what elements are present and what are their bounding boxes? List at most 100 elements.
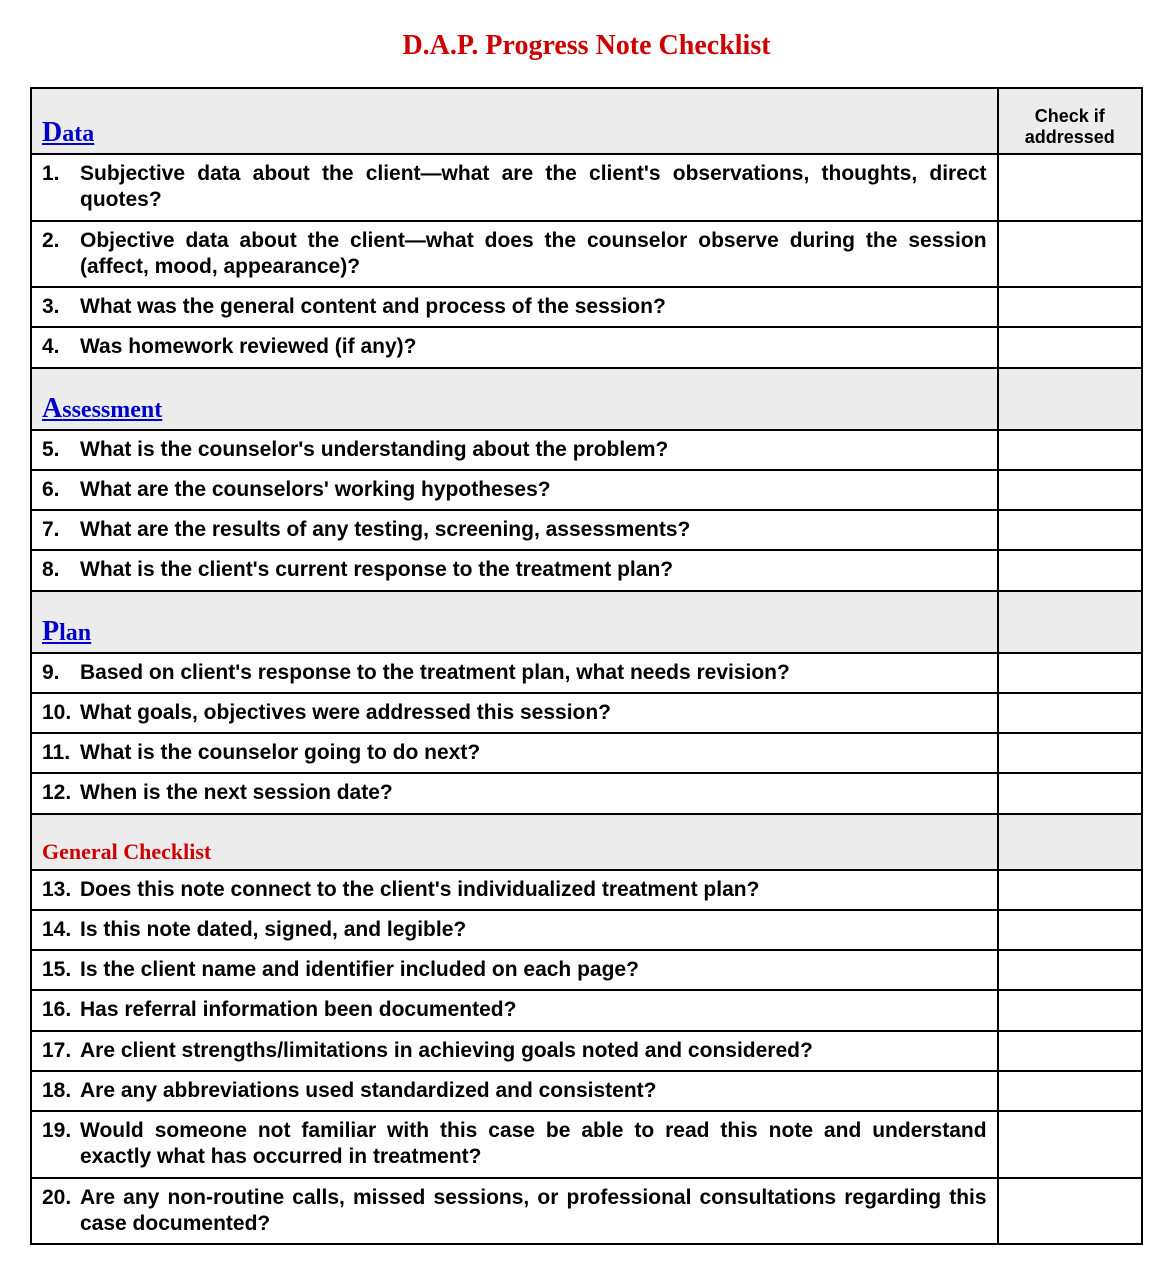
section-header-data: Data Check if addressed	[31, 88, 1142, 154]
check-header-cell: Check if addressed	[998, 88, 1142, 154]
checklist-row: 11.What is the counselor going to do nex…	[31, 733, 1142, 773]
item-text: What is the counselor's understanding ab…	[80, 437, 987, 463]
item-number: 10.	[42, 700, 80, 726]
check-cell[interactable]	[998, 910, 1142, 950]
item-number: 5.	[42, 437, 80, 463]
checklist-row: 13.Does this note connect to the client'…	[31, 870, 1142, 910]
item-cell: 6.What are the counselors' working hypot…	[31, 470, 998, 510]
check-cell[interactable]	[998, 1111, 1142, 1178]
item-cell: 19.Would someone not familiar with this …	[31, 1111, 998, 1178]
item-number: 6.	[42, 477, 80, 503]
check-cell[interactable]	[998, 470, 1142, 510]
check-cell[interactable]	[998, 430, 1142, 470]
item-cell: 10.What goals, objectives were addressed…	[31, 693, 998, 733]
item-text: Is the client name and identifier includ…	[80, 957, 987, 983]
check-cell[interactable]	[998, 950, 1142, 990]
item-number: 9.	[42, 660, 80, 686]
item-text: What is the client's current response to…	[80, 557, 987, 583]
check-cell[interactable]	[998, 1178, 1142, 1245]
check-cell[interactable]	[998, 653, 1142, 693]
item-cell: 18.Are any abbreviations used standardiz…	[31, 1071, 998, 1111]
item-cell: 7.What are the results of any testing, s…	[31, 510, 998, 550]
checklist-row: 19.Would someone not familiar with this …	[31, 1111, 1142, 1178]
section-label: Assessment	[42, 397, 162, 423]
section-label-cell: Plan	[31, 591, 998, 653]
check-cell[interactable]	[998, 221, 1142, 288]
item-text: Was homework reviewed (if any)?	[80, 334, 987, 360]
item-cell: 13.Does this note connect to the client'…	[31, 870, 998, 910]
checklist-row: 14.Is this note dated, signed, and legib…	[31, 910, 1142, 950]
check-cell[interactable]	[998, 693, 1142, 733]
check-cell[interactable]	[998, 510, 1142, 550]
item-cell: 1.Subjective data about the client—what …	[31, 154, 998, 221]
section-header-general: General Checklist	[31, 814, 1142, 870]
checklist-row: 20.Are any non-routine calls, missed ses…	[31, 1178, 1142, 1245]
check-cell[interactable]	[998, 870, 1142, 910]
item-text: Does this note connect to the client's i…	[80, 877, 987, 903]
section-label-cell: Data	[31, 88, 998, 154]
item-cell: 17.Are client strengths/limitations in a…	[31, 1031, 998, 1071]
check-header-cell	[998, 814, 1142, 870]
check-cell[interactable]	[998, 287, 1142, 327]
item-cell: 11.What is the counselor going to do nex…	[31, 733, 998, 773]
item-number: 1.	[42, 161, 80, 214]
section-label-first-letter: P	[42, 616, 59, 647]
item-cell: 15.Is the client name and identifier inc…	[31, 950, 998, 990]
checklist-row: 7.What are the results of any testing, s…	[31, 510, 1142, 550]
item-text: Would someone not familiar with this cas…	[80, 1118, 987, 1171]
item-number: 2.	[42, 228, 80, 281]
checklist-row: 3.What was the general content and proce…	[31, 287, 1142, 327]
item-text: What goals, objectives were addressed th…	[80, 700, 987, 726]
checklist-table: Data Check if addressed1.Subjective data …	[30, 87, 1143, 1245]
checklist-row: 16.Has referral information been documen…	[31, 990, 1142, 1030]
checklist-row: 4.Was homework reviewed (if any)?	[31, 327, 1142, 367]
item-text: Are any non-routine calls, missed sessio…	[80, 1185, 987, 1238]
section-label: Data	[42, 121, 94, 147]
item-text: Is this note dated, signed, and legible?	[80, 917, 987, 943]
section-label-first-letter: A	[42, 393, 62, 424]
section-label-first-letter: D	[42, 117, 62, 148]
check-cell[interactable]	[998, 773, 1142, 813]
section-label: Plan	[42, 620, 91, 646]
item-number: 13.	[42, 877, 80, 903]
item-text: Based on client's response to the treatm…	[80, 660, 987, 686]
section-label-cell: Assessment	[31, 368, 998, 430]
item-number: 19.	[42, 1118, 80, 1171]
item-number: 15.	[42, 957, 80, 983]
check-cell[interactable]	[998, 550, 1142, 590]
checklist-row: 8.What is the client's current response …	[31, 550, 1142, 590]
checklist-row: 5.What is the counselor's understanding …	[31, 430, 1142, 470]
check-cell[interactable]	[998, 154, 1142, 221]
item-number: 8.	[42, 557, 80, 583]
item-number: 12.	[42, 780, 80, 806]
checklist-row: 6.What are the counselors' working hypot…	[31, 470, 1142, 510]
check-header-cell	[998, 591, 1142, 653]
item-number: 20.	[42, 1185, 80, 1238]
item-number: 3.	[42, 294, 80, 320]
item-number: 14.	[42, 917, 80, 943]
check-cell[interactable]	[998, 1071, 1142, 1111]
item-cell: 8.What is the client's current response …	[31, 550, 998, 590]
item-number: 18.	[42, 1078, 80, 1104]
item-cell: 14.Is this note dated, signed, and legib…	[31, 910, 998, 950]
check-cell[interactable]	[998, 733, 1142, 773]
checklist-row: 12.When is the next session date?	[31, 773, 1142, 813]
section-label: General Checklist	[42, 839, 211, 864]
item-number: 11.	[42, 740, 80, 766]
check-cell[interactable]	[998, 1031, 1142, 1071]
item-cell: 12.When is the next session date?	[31, 773, 998, 813]
item-text: Objective data about the client—what doe…	[80, 228, 987, 281]
item-text: Are any abbreviations used standardized …	[80, 1078, 987, 1104]
item-number: 7.	[42, 517, 80, 543]
item-text: What are the counselors' working hypothe…	[80, 477, 987, 503]
checklist-row: 1.Subjective data about the client—what …	[31, 154, 1142, 221]
item-number: 17.	[42, 1038, 80, 1064]
item-text: What was the general content and process…	[80, 294, 987, 320]
item-cell: 4.Was homework reviewed (if any)?	[31, 327, 998, 367]
check-cell[interactable]	[998, 327, 1142, 367]
checklist-row: 15.Is the client name and identifier inc…	[31, 950, 1142, 990]
item-cell: 20.Are any non-routine calls, missed ses…	[31, 1178, 998, 1245]
check-cell[interactable]	[998, 990, 1142, 1030]
section-label-cell: General Checklist	[31, 814, 998, 870]
item-text: What are the results of any testing, scr…	[80, 517, 987, 543]
